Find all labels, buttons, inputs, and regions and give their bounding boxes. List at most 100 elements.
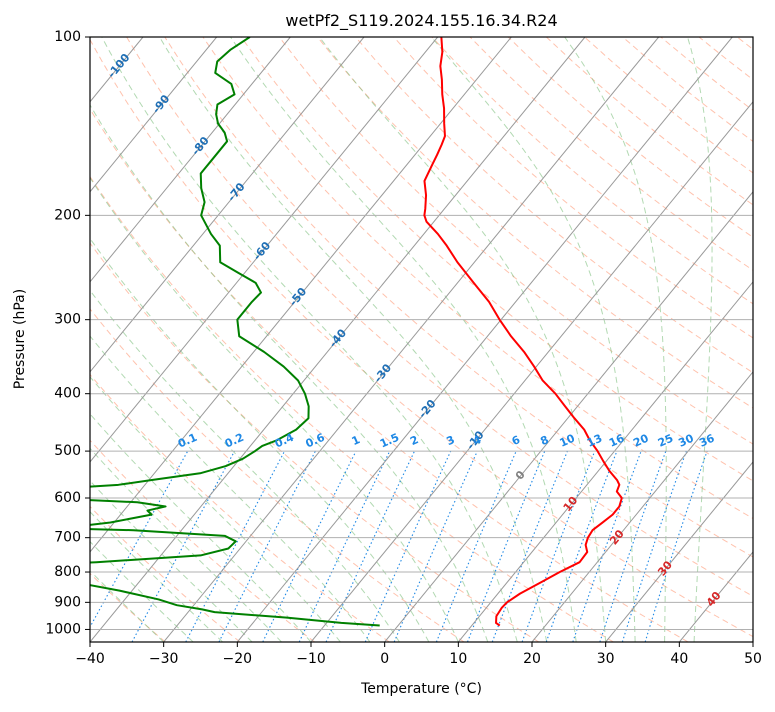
mixing-ratio-label: 25	[656, 432, 675, 450]
mixing-ratio-line	[393, 450, 478, 642]
mixing-ratio-line	[521, 450, 596, 642]
x-tick-label: 20	[523, 651, 541, 667]
mixing-ratio-line	[621, 450, 687, 642]
mixing-ratio-label: 1	[350, 433, 362, 448]
mixing-ratio-line	[545, 450, 618, 642]
mixing-ratio-label: 10	[558, 431, 578, 449]
mixing-ratio-label: 6	[510, 433, 523, 448]
y-tick-label: 900	[54, 594, 81, 610]
dry-adiabat-line	[469, 37, 753, 271]
dry-adiabat-line	[546, 37, 753, 206]
dry-adiabat-line	[240, 37, 753, 482]
moist-adiabat-line	[564, 37, 667, 642]
moist-adiabat-line	[90, 447, 282, 642]
dry-adiabat-line	[90, 242, 540, 642]
mixing-ratio-label: 0.4	[273, 431, 296, 451]
mixing-ratio-label: 0.1	[176, 431, 199, 451]
dry-adiabat-line	[431, 37, 753, 305]
moist-adiabat-line	[318, 37, 607, 642]
y-tick-label: 200	[54, 207, 81, 223]
x-tick-label: −40	[75, 651, 105, 667]
moist-adiabat-line	[90, 540, 194, 642]
isotherm-line	[90, 37, 365, 373]
dry-adiabat-line	[164, 37, 753, 558]
y-tick-label: 400	[54, 386, 81, 402]
isotherm-line	[384, 191, 753, 642]
dry-adiabat-line	[90, 373, 390, 642]
chart-title: wetPf2_S119.2024.155.16.34.R24	[285, 11, 557, 31]
dry-adiabat-line	[90, 175, 614, 642]
y-tick-label: 800	[54, 564, 81, 580]
isotherm-line	[752, 641, 753, 642]
axes: −40 −30 −20 −10 0 10 20 30 40 5010020030040050060…	[45, 29, 762, 667]
y-tick-label: 500	[54, 443, 81, 459]
moist-adiabat-line	[101, 37, 518, 642]
dry-adiabat-line	[90, 439, 315, 642]
y-tick-label: 600	[54, 490, 81, 506]
dry-adiabat-line	[90, 108, 689, 642]
isotherm-line	[457, 281, 753, 642]
mixing-ratio-line	[262, 450, 357, 642]
background-lines	[0, 37, 753, 642]
moist-adiabat-line	[90, 237, 430, 642]
mixing-ratio-label: 20	[631, 431, 651, 449]
mixing-ratio-line	[572, 450, 642, 642]
mixing-ratio-label: 30	[676, 431, 696, 449]
dry-adiabat-line	[393, 37, 753, 339]
dewpoint-profile-line	[90, 37, 380, 627]
x-tick-label: 30	[597, 651, 615, 667]
mixing-ratio-line	[644, 450, 708, 642]
y-tick-label: 1000	[45, 621, 81, 637]
isotherm-line	[0, 37, 69, 642]
dry-adiabat-line	[126, 37, 753, 597]
isotherm-line	[605, 461, 753, 642]
mixing-ratio-line	[435, 450, 517, 642]
moist-adiabat-line	[90, 104, 489, 642]
isotherm-line	[531, 371, 753, 642]
mixing-ratio-label: 0.6	[304, 431, 327, 451]
y-tick-label: 700	[54, 530, 81, 546]
moist-adiabat-line	[90, 289, 400, 642]
x-tick-label: 40	[670, 651, 688, 667]
isotherm-line	[236, 37, 733, 642]
moist-adiabat-line	[90, 176, 459, 642]
x-tick-label: −20	[223, 651, 253, 667]
x-tick-label: −10	[296, 651, 326, 667]
mixing-ratio-label: 1.5	[378, 431, 401, 451]
mixing-ratio-line	[466, 450, 546, 642]
y-tick-label: 300	[54, 312, 81, 328]
x-tick-label: 50	[744, 651, 762, 667]
moist-adiabat-line	[90, 570, 165, 642]
mixing-ratio-label: 16	[607, 431, 627, 449]
mixing-ratio-line	[491, 450, 568, 642]
moist-adiabat-line	[230, 37, 577, 642]
mixing-ratio-line	[90, 450, 189, 629]
isotherm-line	[90, 37, 291, 283]
mixing-ratio-line	[298, 450, 391, 642]
x-tick-label: 0	[380, 651, 389, 667]
mixing-ratio-line	[218, 450, 316, 642]
mixing-ratio-label: 36	[697, 431, 717, 449]
isotherm-line	[90, 37, 512, 553]
dry-adiabat-line	[202, 37, 753, 520]
mixing-ratio-label: 13	[585, 432, 604, 450]
x-tick-label: 10	[449, 651, 467, 667]
series-layer	[90, 37, 623, 627]
moist-adiabat-line	[687, 37, 713, 642]
isotherm-line	[90, 37, 586, 642]
moist-adiabat-line	[90, 335, 371, 642]
y-tick-label: 100	[54, 29, 81, 45]
isotherm-line	[90, 37, 218, 193]
isotherm-line	[163, 37, 660, 642]
x-tick-label: −30	[149, 651, 179, 667]
isotherm-line	[90, 37, 439, 463]
plot-frame	[89, 36, 754, 643]
y-axis-title: Pressure (hPa)	[12, 289, 28, 389]
x-axis-title: Temperature (°C)	[360, 681, 482, 697]
mixing-ratio-label: 0.2	[223, 431, 246, 451]
dry-adiabat-line	[660, 37, 753, 111]
moist-adiabat-line	[90, 511, 223, 642]
mixing-ratio-line	[364, 450, 452, 642]
